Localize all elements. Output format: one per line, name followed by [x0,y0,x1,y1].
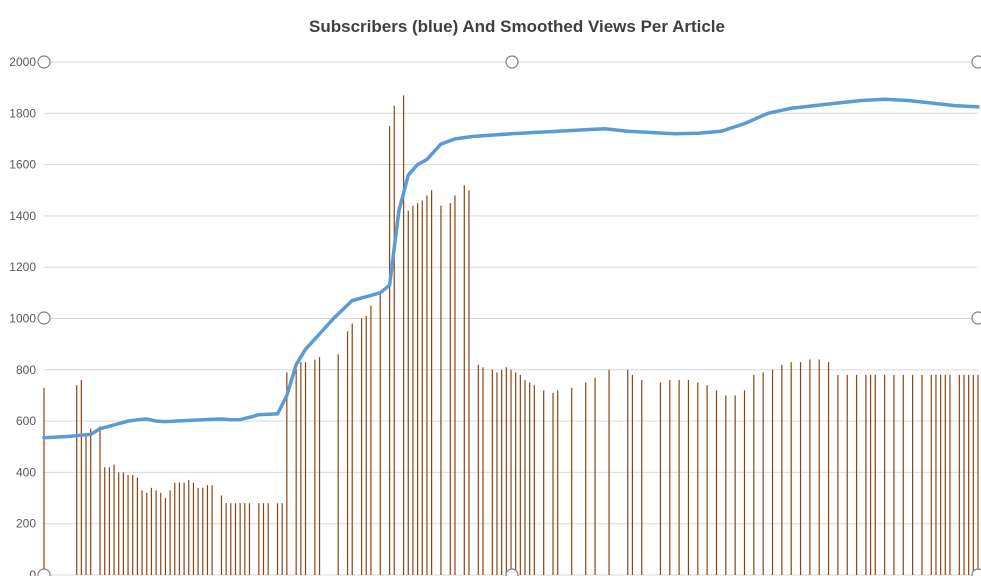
y-tick-label: 1800 [9,106,36,120]
subscribers-series-line [42,97,980,440]
y-tick-label: 1200 [9,260,36,274]
y-tick-label: 400 [16,465,36,479]
y-tick-label: 1000 [9,312,36,326]
resize-handle[interactable] [37,55,51,69]
y-tick-label: 2000 [9,55,36,69]
resize-handle[interactable] [37,311,51,325]
y-tick-label: 1600 [9,158,36,172]
y-axis-tick-labels: 0 200 400 600 800 1000 1200 1400 1600 1800 2000 [9,55,36,576]
resize-handle[interactable] [971,311,981,325]
resize-handle[interactable] [505,55,519,69]
y-tick-label: 0 [29,568,36,576]
resize-handle[interactable] [37,568,51,576]
subscribers-line [42,97,980,440]
resize-handle[interactable] [971,568,981,576]
chart-title: Subscribers (blue) And Smoothed Views Pe… [309,17,725,36]
selection-handles[interactable] [37,55,981,576]
y-tick-label: 200 [16,517,36,531]
views-bars [43,95,979,575]
y-tick-label: 800 [16,363,36,377]
y-tick-label: 1400 [9,209,36,223]
resize-handle[interactable] [971,55,981,69]
resize-handle[interactable] [505,568,519,576]
y-tick-label: 600 [16,414,36,428]
